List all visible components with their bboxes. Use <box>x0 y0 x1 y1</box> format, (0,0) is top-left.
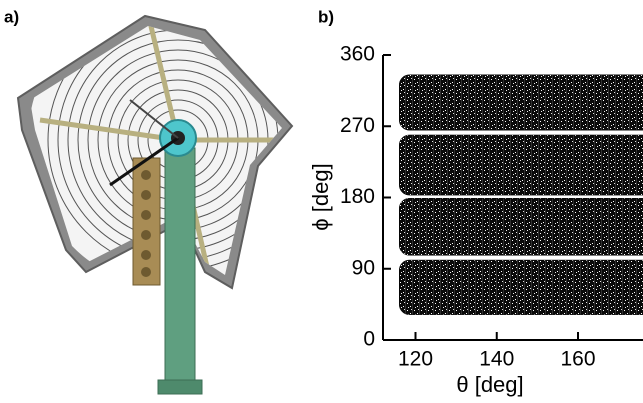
y-tick-label: 0 <box>363 328 375 351</box>
x-tick-label: 160 <box>560 348 595 371</box>
device-illustration <box>18 0 328 394</box>
panel-label: a) <box>4 7 19 26</box>
y-tick-label: 90 <box>352 256 375 279</box>
point-band <box>399 135 643 195</box>
y-axis-label: ϕ [deg] <box>308 163 333 230</box>
point-band <box>399 198 643 255</box>
y-tick-label: 360 <box>340 43 375 66</box>
plot: 0 90 180 270 360 120 140 160 <box>340 43 643 371</box>
figure: a) b) 0 90 180 270 360 120 140 160 θ [deg] ϕ [d… <box>0 0 643 403</box>
panel-label: b) <box>318 7 334 26</box>
point-band <box>399 75 643 130</box>
point-band <box>399 260 643 315</box>
x-tick-label: 140 <box>479 348 514 371</box>
page: {"panel_a": {"label": "a)"}, "chart_data… <box>0 0 643 403</box>
y-tick-label: 180 <box>340 185 375 208</box>
y-tick-label: 270 <box>340 114 375 137</box>
x-axis-label: θ [deg] <box>456 372 523 397</box>
x-tick-label: 120 <box>398 348 433 371</box>
